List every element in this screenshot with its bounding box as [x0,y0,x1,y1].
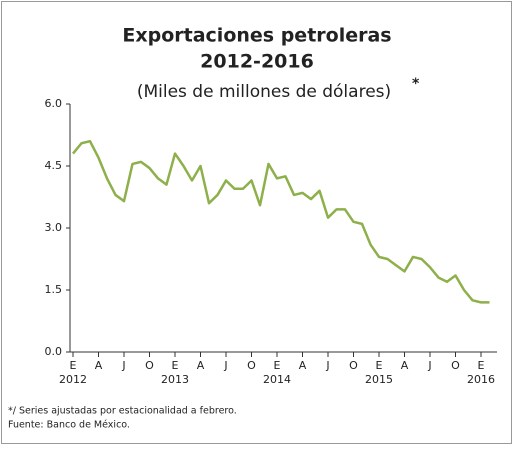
note: */ Series ajustadas por estacionalidad a… [8,406,237,417]
x-tick-label: A [401,359,409,372]
x-tick-label: O [349,359,358,372]
subtitle-mark: * [412,76,420,92]
chart-years: 2012-2016 [200,51,314,73]
x-tick-label: E [70,359,77,372]
x-tick-label: J [325,359,329,372]
x-tick-label: E [478,359,485,372]
x-tick-label: J [121,359,125,372]
x-tick-label: J [223,359,227,372]
x-year-label: 2013 [161,373,189,386]
x-year-label: 2016 [467,373,495,386]
x-tick-label: E [172,359,179,372]
y-tick-label: 6.0 [45,97,63,110]
x-tick-label: O [451,359,460,372]
x-year-label: 2015 [365,373,393,386]
x-tick-label: A [95,359,103,372]
note: Fuente: Banco de México. [8,420,130,431]
x-tick-label: E [274,359,281,372]
y-tick-label: 0.0 [45,345,63,358]
x-tick-label: O [145,359,154,372]
chart-subtitle: (Miles de millones de dólares) [137,82,391,102]
x-tick-label: A [197,359,205,372]
y-tick-label: 3.0 [45,221,63,234]
line [72,139,490,304]
x-tick-label: J [427,359,431,372]
x-tick-label: O [247,359,256,372]
x-tick-label: E [376,359,383,372]
y-tick-label: 1.5 [45,283,63,296]
y-tick-label: 4.5 [45,159,63,172]
chart-title: Exportaciones petroleras [122,25,391,47]
x-tick-label: A [299,359,307,372]
x-year-label: 2012 [59,373,87,386]
x-year-label: 2014 [263,373,291,386]
